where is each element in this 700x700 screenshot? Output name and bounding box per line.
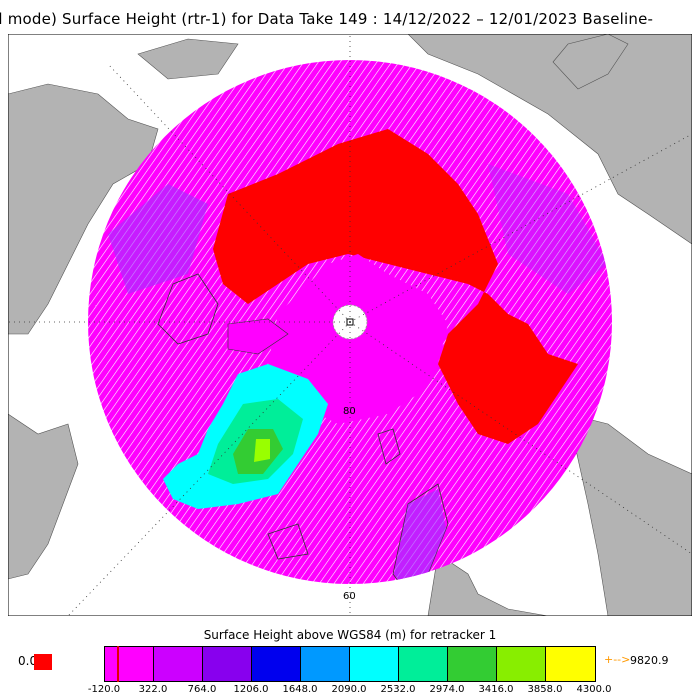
colorbar-tick-label: -120.0 [87,684,121,695]
lat-label-60: 60 [343,591,356,602]
map-title: ll mode) Surface Height (rtr-1) for Data… [0,10,654,28]
colorbar [104,646,596,682]
sea-ice-region [213,129,578,444]
colorbar-marker [117,646,119,682]
pole-marker [346,318,354,326]
colorbar-segment [105,647,154,681]
zero-swatch [34,654,52,670]
colorbar-segment [399,647,448,681]
zero-label: 0.0 [18,654,38,668]
colorbar-tick-label: 3858.0 [527,684,563,695]
max-arrow: +--> [604,653,631,666]
colorbar-tick-label: 322.0 [138,684,168,695]
colorbar-title: Surface Height above WGS84 (m) for retra… [203,628,497,642]
colorbar-segment [350,647,399,681]
colorbar-segment [203,647,252,681]
graticule [8,34,692,616]
polar-map: 80 60 [8,34,692,616]
colorbar-tick-label: 2532.0 [380,684,416,695]
colorbar-segment [546,647,595,681]
colorbar-segment [301,647,350,681]
colorbar-ticks: -120.0 322.0 764.0 1206.0 1648.0 2090.0 2532.0… [0,684,700,698]
colorbar-tick-label: 2974.0 [429,684,465,695]
colorbar-tick-label: 3416.0 [478,684,514,695]
colorbar-segment [448,647,497,681]
colorbar-segment [497,647,546,681]
colorbar-tick-label: 764.0 [187,684,217,695]
colorbar-segment [154,647,203,681]
lat-label-80: 80 [343,406,356,417]
colorbar-segment [252,647,301,681]
colorbar-tick-label: 1648.0 [282,684,318,695]
land-areas [8,34,692,616]
colorbar-tick-label: 1206.0 [233,684,269,695]
max-value: 9820.9 [630,654,669,667]
colorbar-tick-label: 2090.0 [331,684,367,695]
colorbar-tick-label: 4300.0 [576,684,612,695]
